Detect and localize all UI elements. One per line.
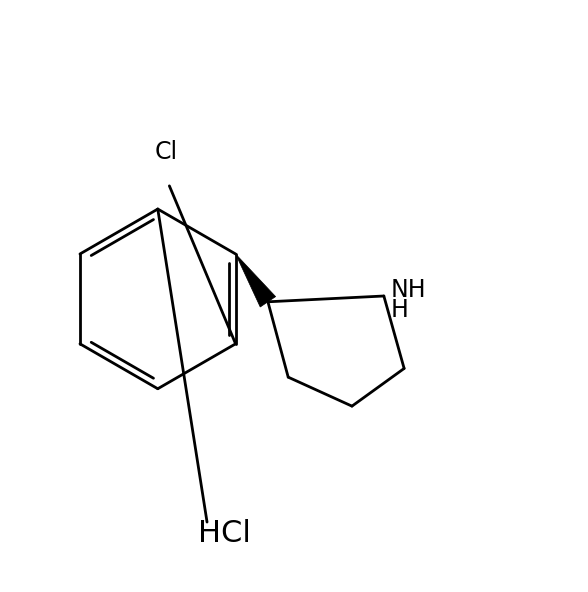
Text: HCl: HCl [198,519,251,548]
Polygon shape [236,254,276,307]
Text: Cl: Cl [155,140,178,164]
Text: NH: NH [391,278,426,302]
Text: H: H [391,298,409,323]
